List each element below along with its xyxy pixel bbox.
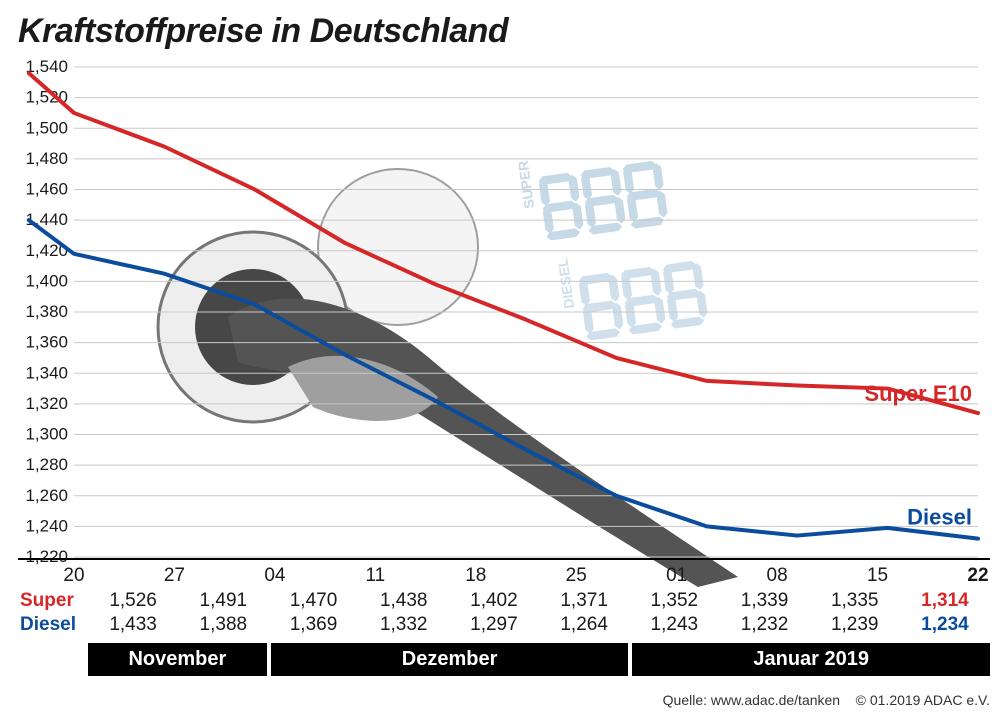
series-value: 1,352 — [629, 590, 719, 612]
month-segment: Januar 2019 — [632, 643, 990, 676]
series-value: 1,239 — [810, 614, 900, 636]
svg-text:1,220: 1,220 — [25, 547, 68, 566]
svg-text:15: 15 — [867, 565, 888, 586]
month-segment: Dezember — [271, 643, 629, 676]
chart-area: SUPER E10DIESEL 1,2201,2401,2601,2801,30… — [18, 57, 990, 587]
series-value: 1,526 — [88, 590, 178, 612]
data-table: Super1,5261,4911,4701,4381,4021,3711,352… — [18, 589, 990, 637]
svg-text:Diesel: Diesel — [907, 505, 972, 530]
svg-text:22: 22 — [967, 565, 988, 586]
svg-text:Super E10: Super E10 — [864, 381, 972, 406]
svg-text:1,460: 1,460 — [25, 180, 68, 199]
svg-text:1,380: 1,380 — [25, 302, 68, 321]
series-value: 1,388 — [178, 614, 268, 636]
svg-text:1,480: 1,480 — [25, 149, 68, 168]
series-value-final: 1,314 — [900, 590, 990, 612]
series-value: 1,371 — [539, 590, 629, 612]
footer: Quelle: www.adac.de/tanken © 01.2019 ADA… — [663, 692, 990, 708]
series-value: 1,491 — [178, 590, 268, 612]
svg-text:1,240: 1,240 — [25, 516, 68, 535]
svg-text:27: 27 — [164, 565, 185, 586]
table-row: Super1,5261,4911,4701,4381,4021,3711,352… — [18, 589, 990, 613]
series-value-final: 1,234 — [900, 614, 990, 636]
table-row: Diesel1,4331,3881,3691,3321,2971,2641,24… — [18, 613, 990, 637]
series-value: 1,402 — [449, 590, 539, 612]
svg-text:1,440: 1,440 — [25, 210, 68, 229]
svg-text:25: 25 — [566, 565, 587, 586]
svg-text:1,360: 1,360 — [25, 333, 68, 352]
svg-text:11: 11 — [365, 565, 385, 586]
month-bar: NovemberDezemberJanuar 2019 — [18, 643, 990, 676]
svg-text:1,260: 1,260 — [25, 486, 68, 505]
svg-text:1,280: 1,280 — [25, 455, 68, 474]
series-label: Super — [18, 590, 88, 612]
svg-text:18: 18 — [465, 565, 486, 586]
svg-text:1,500: 1,500 — [25, 118, 68, 137]
svg-text:1,320: 1,320 — [25, 394, 68, 413]
series-value: 1,433 — [88, 614, 178, 636]
svg-text:1,400: 1,400 — [25, 271, 68, 290]
series-value: 1,470 — [268, 590, 358, 612]
svg-text:04: 04 — [264, 565, 286, 586]
month-segment: November — [88, 643, 267, 676]
svg-text:01: 01 — [666, 565, 687, 586]
series-value: 1,232 — [719, 614, 809, 636]
svg-text:08: 08 — [767, 565, 788, 586]
series-value: 1,264 — [539, 614, 629, 636]
chart-title: Kraftstoffpreise in Deutschland — [18, 12, 990, 51]
series-value: 1,297 — [449, 614, 539, 636]
line-chart: 1,220 1,240 1,260 1,280 1,300 1,320 1,340 1,360… — [18, 57, 990, 587]
copyright: © 01.2019 ADAC e.V. — [856, 692, 990, 708]
series-value: 1,339 — [719, 590, 809, 612]
series-label: Diesel — [18, 614, 88, 636]
series-value: 1,438 — [359, 590, 449, 612]
series-value: 1,369 — [268, 614, 358, 636]
source-label: Quelle: — [663, 692, 707, 708]
series-value: 1,243 — [629, 614, 719, 636]
svg-text:20: 20 — [63, 565, 84, 586]
source-url: www.adac.de/tanken — [711, 692, 840, 708]
series-value: 1,332 — [359, 614, 449, 636]
svg-text:1,340: 1,340 — [25, 363, 68, 382]
series-value: 1,335 — [810, 590, 900, 612]
svg-text:1,300: 1,300 — [25, 425, 68, 444]
